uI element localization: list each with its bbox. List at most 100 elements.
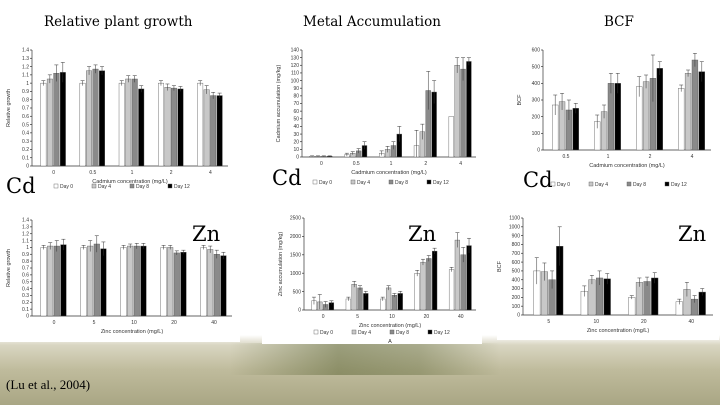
legend-label: Day 8 <box>136 184 149 190</box>
bar-zn-growth-day12 <box>140 245 147 317</box>
y-tick-label: 70 <box>293 101 299 107</box>
y-tick-label: 100 <box>532 131 541 137</box>
y-tick-label: 80 <box>293 94 299 100</box>
citation: (Lu et al., 2004) <box>6 377 91 392</box>
y-tick-label: 130 <box>291 55 300 61</box>
bar-zn-accum-day4 <box>420 261 426 311</box>
label-cd-growth: Cd <box>6 174 36 198</box>
x-tick-label: 2 <box>170 170 173 176</box>
bar-cd-growth-day12 <box>138 88 145 167</box>
y-tick-label: 0.3 <box>22 293 29 299</box>
x-tick-label: 1 <box>607 154 610 160</box>
bar-cd-growth-day12 <box>59 72 66 167</box>
legend-swatch <box>588 181 594 187</box>
bar-cd-growth-day12 <box>216 95 223 167</box>
y-tick-label: 0.4 <box>22 131 29 137</box>
bar-zn-accum-day8 <box>357 287 363 311</box>
bar-zn-growth-day0 <box>40 247 47 317</box>
x-tick-label: 10 <box>389 314 395 320</box>
bar-cd-growth-day0 <box>118 82 125 167</box>
x-tick-label: 1 <box>390 161 393 167</box>
bar-cd-bcf-day0 <box>678 88 685 151</box>
legend-swatch <box>388 179 394 185</box>
y-axis-label: BCF <box>497 260 503 272</box>
y-tick-label: 100 <box>512 304 521 310</box>
bar-cd-bcf-day4 <box>684 73 692 151</box>
y-tick-label: 0.8 <box>22 97 29 103</box>
bar-cd-accum-day4 <box>454 65 460 158</box>
bar-zn-growth-day12 <box>220 255 227 317</box>
legend-swatch <box>53 183 59 189</box>
y-tick-label: 500 <box>512 269 521 275</box>
legend-label: Day 12 <box>434 330 450 336</box>
legend-label: Day 8 <box>396 330 409 336</box>
bar-cd-growth-day0 <box>79 82 86 167</box>
header-relative-growth: Relative plant growth <box>44 14 193 30</box>
x-tick-label: 40 <box>458 314 464 320</box>
bar-zn-accum-day8 <box>426 258 432 311</box>
y-tick-label: 600 <box>512 260 521 266</box>
bar-zn-bcf-day0 <box>628 297 636 316</box>
bar-zn-bcf-day8 <box>643 281 651 316</box>
x-tick-label: 0.5 <box>563 154 570 160</box>
bar-zn-bcf-day4 <box>588 279 596 316</box>
x-tick-label: 10 <box>131 320 137 326</box>
bar-cd-growth-day4 <box>203 89 210 167</box>
y-tick-label: 1.4 <box>22 48 29 54</box>
chart-zn-relative-growth: 00.10.20.30.40.50.60.70.80.911.11.21.31.… <box>0 212 240 342</box>
y-tick-label: 0.6 <box>22 114 29 120</box>
y-tick-label: 140 <box>291 48 300 54</box>
y-tick-label: 20 <box>293 139 299 145</box>
bar-cd-bcf-day4 <box>642 81 650 151</box>
y-tick-label: 1.1 <box>22 238 29 244</box>
x-tick-label: 20 <box>641 319 647 325</box>
y-tick-label: 1.4 <box>22 218 29 224</box>
y-tick-label: 0.2 <box>22 147 29 153</box>
y-tick-label: 120 <box>291 63 300 69</box>
bar-cd-growth-day4 <box>86 70 92 167</box>
x-tick-label: 10 <box>593 319 599 325</box>
y-tick-label: 500 <box>532 64 541 70</box>
x-tick-label: 20 <box>424 314 430 320</box>
bar-cd-growth-day12 <box>177 88 184 167</box>
y-axis-label: Relative growth <box>6 249 12 287</box>
x-tick-label: 4 <box>459 161 462 167</box>
y-tick-label: 1 <box>26 81 29 87</box>
y-tick-label: 60 <box>293 109 299 115</box>
x-tick-label: 2 <box>649 154 652 160</box>
y-tick-label: 2500 <box>290 216 301 222</box>
y-tick-label: 0 <box>298 308 301 314</box>
legend-label: Day 8 <box>633 182 646 188</box>
x-tick-label: 40 <box>211 320 217 326</box>
bar-zn-growth-day0 <box>160 247 167 317</box>
bar-zn-accum-day4 <box>351 284 357 311</box>
y-tick-label: 1 <box>26 245 29 251</box>
label-cd-accumulation: Cd <box>272 166 302 190</box>
x-tick-label: 5 <box>356 314 359 320</box>
y-tick-label: 10 <box>293 147 299 153</box>
y-tick-label: 0.3 <box>22 139 29 145</box>
bar-zn-growth-day0 <box>80 247 87 317</box>
y-tick-label: 0 <box>517 313 520 319</box>
bar-zn-growth-day4 <box>127 245 134 317</box>
legend-swatch <box>626 181 632 187</box>
y-tick-label: 400 <box>532 81 541 87</box>
bar-zn-accum-day12 <box>466 245 472 311</box>
legend-swatch <box>351 329 357 335</box>
label-zn-growth: Zn <box>192 222 221 246</box>
y-axis-label: Zinc accumulation (mg/kg) <box>278 232 284 297</box>
legend-label: Day 0 <box>320 330 333 336</box>
y-tick-label: 1000 <box>290 271 301 277</box>
chart-cd-relative-growth: 0 0.1 0.2 0.3 0.4 0.5 0.6 0.7 0.8 0.9 1 1.1 1.2 1.3 1.… <box>0 44 240 196</box>
legend-swatch <box>167 183 173 189</box>
y-tick-label: 1100 <box>509 216 520 222</box>
bar-cd-growth-day12 <box>99 70 105 167</box>
label-cd-bcf: Cd <box>523 168 553 192</box>
bar-zn-growth-day0 <box>200 247 207 317</box>
x-axis-label: Zinc concentration (mg/L) <box>587 328 650 334</box>
y-tick-label: 0.5 <box>22 279 29 285</box>
x-tick-label: 0.5 <box>89 170 96 176</box>
x-axis-label: Cadmium concentration (mg/L) <box>92 179 168 185</box>
y-tick-label: 0.7 <box>22 106 29 112</box>
x-tick-label: 40 <box>688 319 694 325</box>
